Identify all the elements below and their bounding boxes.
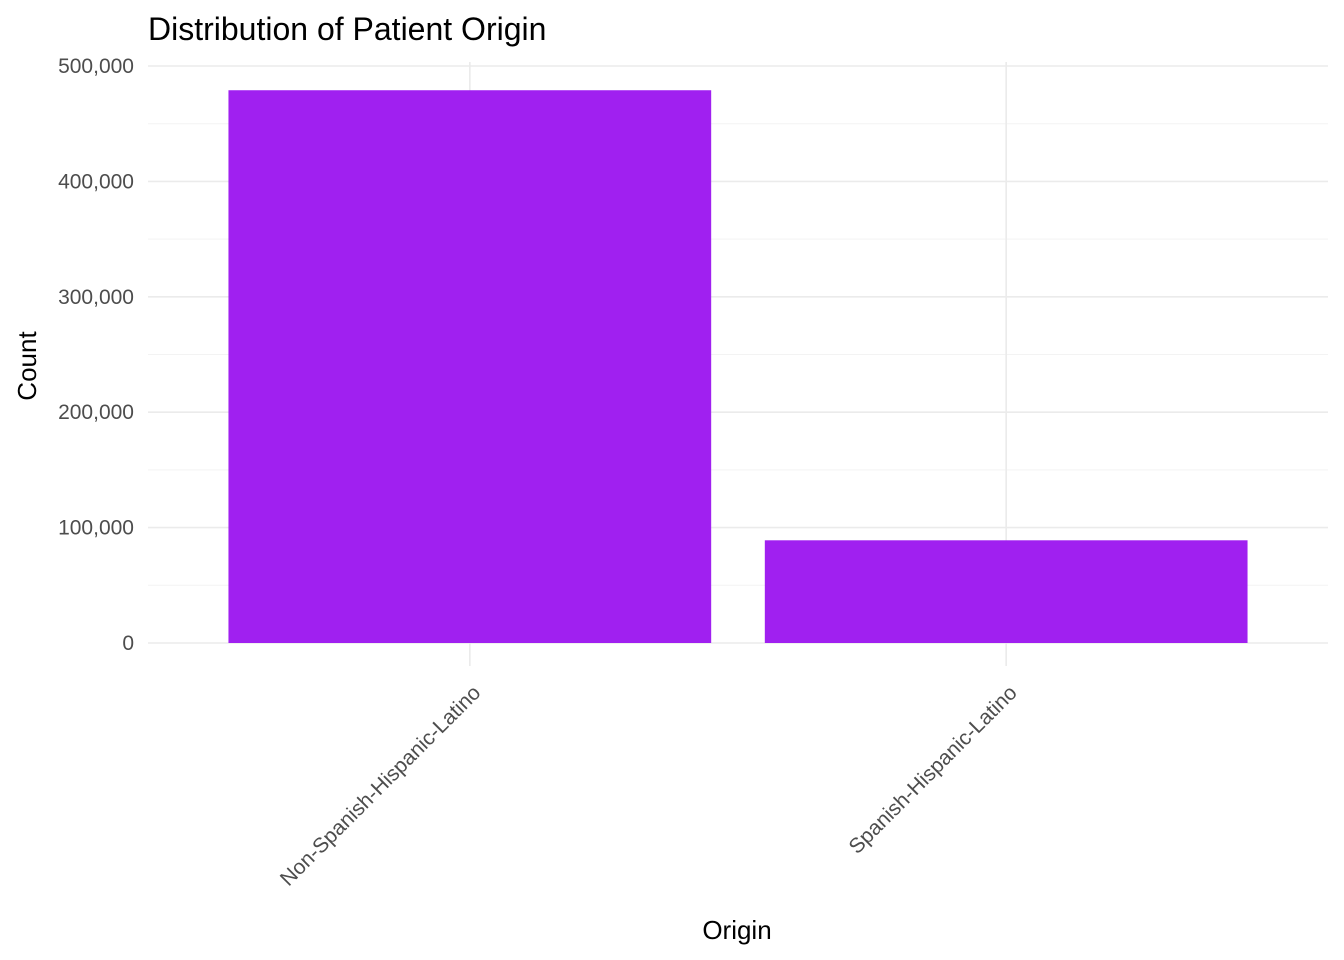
y-tick-label: 200,000 [58, 401, 134, 424]
y-tick-label: 100,000 [58, 517, 134, 540]
x-tick-label: Spanish-Hispanic-Latino [844, 681, 1021, 858]
bar [764, 540, 1248, 643]
x-axis-title: Origin [702, 915, 771, 945]
y-tick-label: 400,000 [58, 170, 134, 193]
y-tick-label: 500,000 [58, 55, 134, 78]
bar-layer [228, 90, 1248, 643]
y-tick-label: 0 [122, 632, 134, 655]
y-tick-label: 300,000 [58, 286, 134, 309]
bar [228, 90, 712, 643]
x-tick-label: Non-Spanish-Hispanic-Latino [276, 681, 485, 890]
y-axis-title: Count [12, 331, 42, 401]
chart-title: Distribution of Patient Origin [148, 11, 546, 47]
